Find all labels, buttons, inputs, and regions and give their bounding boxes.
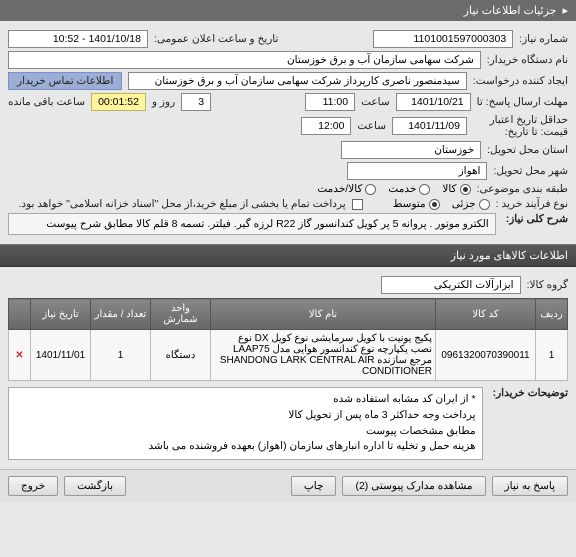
table-row: 1 0961320070390011 پکیج یونیت با کویل سر…	[9, 330, 568, 381]
valid-label: حداقل تاریخ اعتبار قیمت: تا تاریخ:	[473, 114, 568, 138]
radio-icon	[365, 184, 376, 195]
attachments-button[interactable]: مشاهده مدارک پیوستی (2)	[342, 476, 485, 496]
items-table: ردیف کد کالا نام کالا واحد شمارش تعداد /…	[8, 298, 568, 381]
deadline-time-label: ساعت	[361, 96, 390, 108]
note-line: پرداخت وجه حداکثر 3 ماه پس از تحویل کالا	[15, 408, 476, 424]
payment-note: پرداخت تمام یا بخشی از مبلغ خرید،از محل …	[19, 198, 346, 210]
radio-kala[interactable]: کالا	[442, 183, 470, 195]
items-panel: گروه کالا: ابزارآلات الکتریکی ردیف کد کا…	[0, 267, 576, 469]
radio-icon	[460, 184, 471, 195]
delete-icon[interactable]: ✕	[15, 350, 23, 361]
radio-icon	[419, 184, 430, 195]
countdown-timer: 00:01:52	[91, 93, 146, 111]
th-date: تاریخ نیاز	[31, 299, 91, 330]
title-bar: ▸ جزئیات اطلاعات نیاز	[0, 0, 576, 21]
valid-time-label: ساعت	[357, 120, 386, 132]
contact-info-button[interactable]: اطلاعات تماس خریدار	[8, 72, 122, 90]
notes-box: * از ایران کد مشابه استفاده شده پرداخت و…	[8, 387, 483, 460]
process-radio-group: جزئی متوسط	[393, 198, 490, 210]
class-label: طبقه بندی موضوعی:	[477, 183, 568, 195]
cell-qty: 1	[91, 330, 151, 381]
days-label: روز و	[152, 96, 175, 108]
th-row: ردیف	[536, 299, 568, 330]
announce-field: 1401/10/18 - 10:52	[8, 30, 148, 48]
radio-motavaset[interactable]: متوسط	[393, 198, 440, 210]
valid-date-field: 1401/11/09	[392, 117, 467, 135]
note-line: مطابق مشخصات پیوست	[15, 424, 476, 440]
th-code: کد کالا	[436, 299, 536, 330]
radio-jozi[interactable]: جزئی	[452, 198, 490, 210]
process-label: نوع فرآیند خرید :	[496, 198, 568, 210]
th-action	[9, 299, 31, 330]
footer-bar: پاسخ به نیاز مشاهده مدارک پیوستی (2) چاپ…	[0, 469, 576, 502]
radio-icon	[429, 199, 440, 210]
note-line: هزینه حمل و تخلیه تا اداره انبارهای سازم…	[15, 439, 476, 455]
form-panel: شماره نیاز: 1101001597000303 تاریخ و ساع…	[0, 21, 576, 244]
items-section-header: اطلاعات کالاهای مورد نیاز	[0, 244, 576, 267]
radio-khedmat[interactable]: خدمت	[388, 183, 430, 195]
collapse-arrow-icon[interactable]: ▸	[562, 4, 568, 17]
group-label: گروه کالا:	[527, 279, 568, 291]
note-line: * از ایران کد مشابه استفاده شده	[15, 392, 476, 408]
deadline-time-field: 11:00	[305, 93, 355, 111]
remain-label: ساعت باقی مانده	[8, 96, 85, 108]
radio-kala-khedmat[interactable]: کالا/خدمت	[317, 183, 376, 195]
print-button[interactable]: چاپ	[291, 476, 337, 496]
cell-date: 1401/11/01	[31, 330, 91, 381]
province-label: استان محل تحویل:	[487, 144, 568, 156]
reply-button[interactable]: پاسخ به نیاز	[492, 476, 568, 496]
desc-label: شرح کلی نیاز:	[506, 213, 568, 225]
days-field: 3	[181, 93, 211, 111]
city-label: شهر محل تحویل:	[493, 165, 568, 177]
title-text: جزئیات اطلاعات نیاز	[464, 4, 557, 17]
deadline-label: مهلت ارسال پاسخ: تا	[477, 96, 568, 108]
announce-label: تاریخ و ساعت اعلان عمومی:	[154, 33, 278, 45]
need-no-label: شماره نیاز:	[519, 33, 568, 45]
notes-label: توضیحات خریدار:	[493, 387, 568, 399]
th-unit: واحد شمارش	[151, 299, 211, 330]
buyer-field: شرکت سهامی سازمان آب و برق خوزستان	[8, 51, 481, 69]
th-qty: تعداد / مقدار	[91, 299, 151, 330]
requester-label: ایجاد کننده درخواست:	[473, 75, 568, 87]
need-no-field: 1101001597000303	[373, 30, 513, 48]
cell-delete: ✕	[9, 330, 31, 381]
cell-unit: دستگاه	[151, 330, 211, 381]
cell-code: 0961320070390011	[436, 330, 536, 381]
cell-idx: 1	[536, 330, 568, 381]
province-field: خوزستان	[341, 141, 481, 159]
exit-button[interactable]: خروج	[8, 476, 58, 496]
buyer-label: نام دستگاه خریدار:	[487, 54, 568, 66]
table-header-row: ردیف کد کالا نام کالا واحد شمارش تعداد /…	[9, 299, 568, 330]
back-button[interactable]: بازگشت	[64, 476, 126, 496]
requester-field: سیدمنصور ناصری کارپرداز شرکت سهامی سازما…	[128, 72, 466, 90]
valid-time-field: 12:00	[301, 117, 351, 135]
group-field: ابزارآلات الکتریکی	[381, 276, 521, 294]
class-radio-group: کالا خدمت کالا/خدمت	[317, 183, 470, 195]
radio-icon	[479, 199, 490, 210]
deadline-date-field: 1401/10/21	[396, 93, 471, 111]
th-name: نام کالا	[211, 299, 436, 330]
city-field: اهواز	[347, 162, 487, 180]
payment-checkbox[interactable]	[352, 199, 363, 210]
desc-box: الکترو موتور . پروانه 5 پر کویل کندانسور…	[8, 213, 496, 235]
cell-name: پکیج یونیت با کویل سرمایشی نوع کویل DX ن…	[211, 330, 436, 381]
